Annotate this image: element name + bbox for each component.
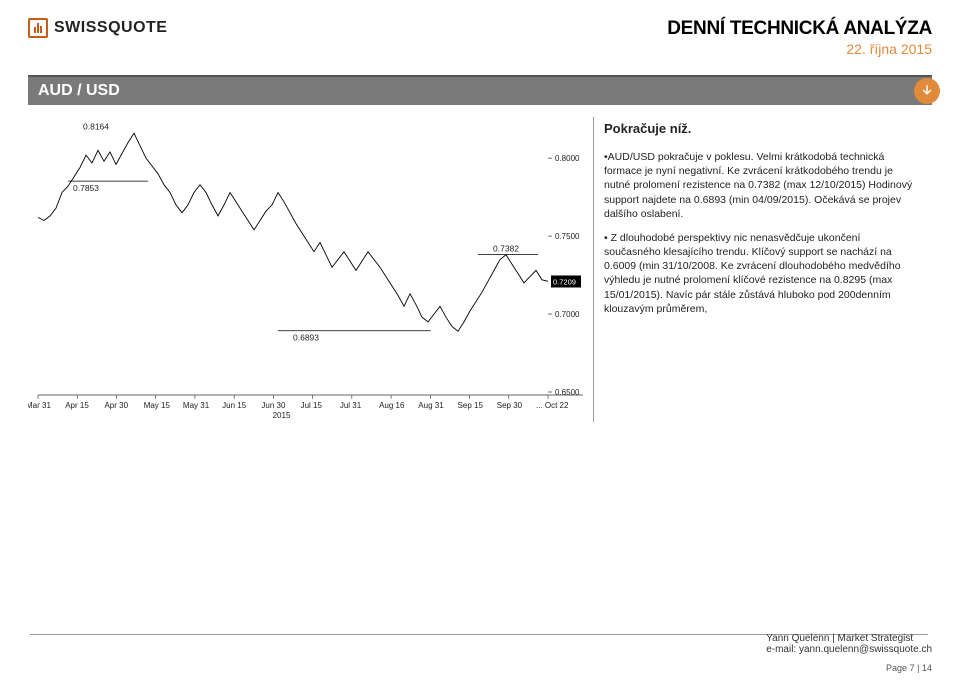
page-header: SWISSQUOTE DENNÍ TECHNICKÁ ANALÝZA 22. ř… bbox=[28, 18, 932, 57]
analysis-subtitle: Pokračuje níž. bbox=[604, 121, 918, 136]
svg-text:0.8000: 0.8000 bbox=[555, 154, 580, 163]
svg-text:Aug 16: Aug 16 bbox=[379, 401, 405, 410]
svg-text:Mar 31: Mar 31 bbox=[28, 401, 51, 410]
svg-text:Apr 30: Apr 30 bbox=[104, 401, 128, 410]
svg-text:0.7853: 0.7853 bbox=[73, 183, 99, 193]
svg-text:0.6500: 0.6500 bbox=[555, 388, 580, 397]
analysis-para-2: • Z dlouhodobé perspektivy nic nenasvědč… bbox=[604, 231, 918, 316]
svg-text:Jul 15: Jul 15 bbox=[301, 401, 323, 410]
credit-name: Yann Quelenn | Market Strategist bbox=[766, 633, 932, 644]
svg-text:May 15: May 15 bbox=[144, 401, 171, 410]
report-title: DENNÍ TECHNICKÁ ANALÝZA bbox=[667, 18, 932, 40]
credit-email: e-mail: yann.quelenn@swissquote.ch bbox=[766, 644, 932, 655]
footer-credits: Yann Quelenn | Market Strategist e-mail:… bbox=[766, 633, 932, 655]
svg-text:Jun 30: Jun 30 bbox=[261, 401, 286, 410]
analysis-column: Pokračuje níž. •AUD/USD pokračuje v pokl… bbox=[593, 117, 918, 422]
logo: SWISSQUOTE bbox=[28, 18, 167, 38]
svg-text:... Oct 22: ... Oct 22 bbox=[536, 401, 569, 410]
svg-text:Jul 31: Jul 31 bbox=[340, 401, 362, 410]
pair-title-bar: AUD / USD bbox=[28, 75, 932, 105]
page-number: Page 7 | 14 bbox=[886, 663, 932, 673]
svg-text:0.7209: 0.7209 bbox=[553, 277, 576, 286]
report-date: 22. října 2015 bbox=[667, 41, 932, 57]
content-row: 0.8000 0.7500 0.7000 0.6500 0.7853 0.8164 0.73… bbox=[28, 117, 932, 422]
page-current: 7 bbox=[910, 663, 915, 673]
logo-text: SWISSQUOTE bbox=[54, 19, 167, 37]
page-label: Page bbox=[886, 663, 907, 673]
analysis-para-1: •AUD/USD pokračuje v poklesu. Velmi krát… bbox=[604, 150, 918, 221]
svg-text:2015: 2015 bbox=[273, 411, 291, 420]
page-sep: | bbox=[917, 663, 919, 673]
svg-text:Aug 31: Aug 31 bbox=[418, 401, 444, 410]
page-root: SWISSQUOTE DENNÍ TECHNICKÁ ANALÝZA 22. ř… bbox=[0, 0, 960, 685]
svg-text:0.7382: 0.7382 bbox=[493, 244, 519, 254]
svg-text:May 31: May 31 bbox=[183, 401, 210, 410]
page-total: 14 bbox=[922, 663, 932, 673]
pair-name: AUD / USD bbox=[38, 82, 120, 100]
logo-icon bbox=[28, 18, 48, 38]
analysis-body: •AUD/USD pokračuje v poklesu. Velmi krát… bbox=[604, 150, 918, 316]
svg-text:Sep 15: Sep 15 bbox=[458, 401, 484, 410]
svg-text:Apr 15: Apr 15 bbox=[65, 401, 89, 410]
trend-arrow-icon bbox=[914, 78, 940, 104]
svg-text:Sep 30: Sep 30 bbox=[497, 401, 523, 410]
svg-text:0.7000: 0.7000 bbox=[555, 310, 580, 319]
svg-text:Jun 15: Jun 15 bbox=[222, 401, 247, 410]
header-right: DENNÍ TECHNICKÁ ANALÝZA 22. října 2015 bbox=[667, 18, 932, 57]
section-title: AUD / USD bbox=[28, 75, 932, 105]
svg-text:0.6893: 0.6893 bbox=[293, 333, 319, 343]
svg-text:0.7500: 0.7500 bbox=[555, 232, 580, 241]
price-chart: 0.8000 0.7500 0.7000 0.6500 0.7853 0.8164 0.73… bbox=[28, 117, 583, 422]
chart-column: 0.8000 0.7500 0.7000 0.6500 0.7853 0.8164 0.73… bbox=[28, 117, 583, 422]
chart-svg: 0.8000 0.7500 0.7000 0.6500 0.7853 0.8164 0.73… bbox=[28, 117, 583, 422]
svg-text:0.8164: 0.8164 bbox=[83, 122, 109, 132]
